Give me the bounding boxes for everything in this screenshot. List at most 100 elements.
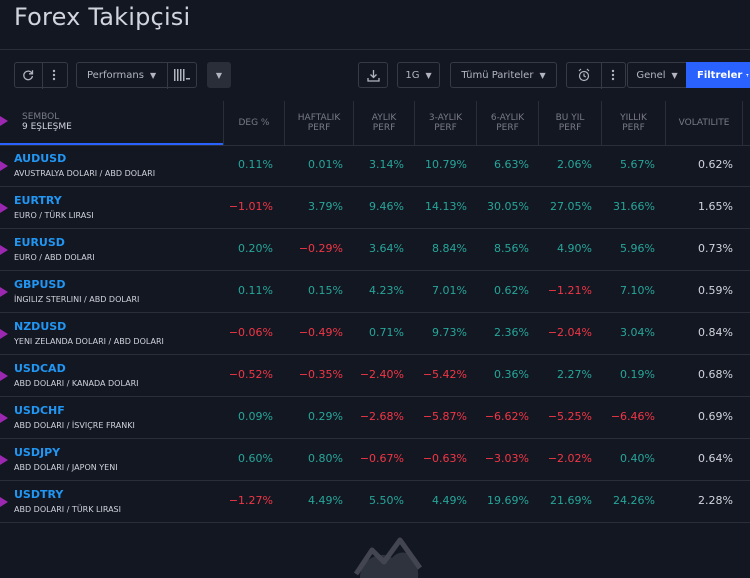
performance-dropdown[interactable]: Performans ▼ [76, 62, 197, 89]
header-line: PERF [307, 123, 331, 133]
symbol-link[interactable]: EURTRY [14, 194, 62, 207]
more-vertical-icon[interactable] [600, 69, 625, 81]
column-header-6m[interactable]: 6-AYLIK PERF [476, 101, 538, 145]
divider [42, 63, 43, 89]
flag-icon[interactable] [0, 329, 8, 339]
volatility-header-label: VOLATILITE [678, 118, 730, 128]
column-header-weekly[interactable]: HAFTALIK PERF [284, 101, 353, 145]
cell-m: 0.71% [369, 326, 404, 339]
flag-icon[interactable] [0, 371, 8, 381]
table-row[interactable]: EURTRY EURO / TÜRK LIRASI −1.01% 3.79% 9.46%… [0, 187, 750, 229]
cell-y: 3.04% [620, 326, 655, 339]
table-row[interactable]: AUDUSD AVUSTRALYA DOLARI / ABD DOLARI 0.11… [0, 145, 750, 187]
symbol-description: ABD DOLARI / JAPON YENI [14, 463, 118, 472]
symbol-description: EURO / ABD DOLARI [14, 253, 95, 262]
column-header-monthly[interactable]: AYLIK PERF [353, 101, 414, 145]
cell-m: −2.68% [359, 410, 404, 423]
interval-dropdown[interactable]: 1G ▼ [397, 62, 440, 88]
column-header-symbol[interactable]: SEMBOL 9 EŞLEŞME [0, 101, 223, 145]
cell-w: 0.15% [308, 284, 343, 297]
table-row[interactable]: GBPUSD İNGILIZ STERLINI / ABD DOLARI 0.11%… [0, 271, 750, 313]
flag-icon[interactable] [0, 455, 8, 465]
cell-chg: 0.60% [238, 452, 273, 465]
cell-chg: −0.52% [228, 368, 273, 381]
cell-y: 7.10% [620, 284, 655, 297]
symbol-link[interactable]: NZDUSD [14, 320, 67, 333]
symbol-description: ABD DOLARI / KANADA DOLARI [14, 379, 139, 388]
refresh-menu-group [14, 62, 68, 89]
symbol-link[interactable]: USDCAD [14, 362, 66, 375]
pairs-filter-dropdown[interactable]: Tümü Pariteler ▼ [450, 62, 557, 88]
cell-ytd: −1.21% [547, 284, 592, 297]
column-header-change[interactable]: DEG % [223, 101, 284, 145]
table-body: AUDUSD AVUSTRALYA DOLARI / ABD DOLARI 0.11… [0, 145, 750, 523]
cell-m: 5.50% [369, 494, 404, 507]
cell-y: 5.96% [620, 242, 655, 255]
cell-ytd: 2.06% [557, 158, 592, 171]
cell-vol: 0.68% [698, 368, 733, 381]
column-header-ytd[interactable]: BU YIL PERF [538, 101, 601, 145]
general-dropdown[interactable]: Genel ▼ [627, 62, 687, 88]
symbol-link[interactable]: EURUSD [14, 236, 65, 249]
table-row[interactable]: USDCHF ABD DOLARI / İSVIÇRE FRANKI 0.09% 0.… [0, 397, 750, 439]
flag-icon[interactable] [0, 413, 8, 423]
header-line: YILLIK [620, 113, 647, 123]
table-row[interactable]: NZDUSD YENI ZELANDA DOLARI / ABD DOLARI −0… [0, 313, 750, 355]
symbol-link[interactable]: USDJPY [14, 446, 61, 459]
cell-chg: −1.27% [228, 494, 273, 507]
flag-icon[interactable] [0, 161, 8, 171]
flag-icon[interactable] [0, 287, 8, 297]
symbol-description: ABD DOLARI / İSVIÇRE FRANKI [14, 421, 135, 430]
column-header-yearly[interactable]: YILLIK PERF [601, 101, 665, 145]
download-icon [366, 69, 380, 82]
cell-h: 19.69% [487, 494, 529, 507]
interval-label: 1G [405, 69, 420, 81]
header-line: PERF [372, 123, 396, 133]
chevron-down-icon: ▼ [539, 70, 546, 80]
more-vertical-icon[interactable] [41, 69, 67, 81]
refresh-icon[interactable] [15, 69, 41, 81]
filters-button[interactable]: Filtreler [686, 62, 750, 88]
cell-vol: 0.59% [698, 284, 733, 297]
flag-icon[interactable] [0, 203, 8, 213]
cell-w: 0.29% [308, 410, 343, 423]
alert-menu-group [566, 62, 626, 89]
cell-vol: 0.62% [698, 158, 733, 171]
match-count: 9 EŞLEŞME [22, 122, 72, 132]
flag-icon[interactable] [0, 497, 8, 507]
export-button[interactable] [358, 62, 388, 88]
cell-vol: 0.69% [698, 410, 733, 423]
cell-vol: 0.84% [698, 326, 733, 339]
alarm-clock-icon[interactable] [567, 68, 600, 82]
cell-q: 9.73% [432, 326, 467, 339]
table-row[interactable]: USDJPY ABD DOLARI / JAPON YENI 0.60% 0.80% −… [0, 439, 750, 481]
filter-icon [746, 73, 749, 77]
cell-vol: 0.73% [698, 242, 733, 255]
symbol-link[interactable]: USDCHF [14, 404, 65, 417]
table-row[interactable]: USDTRY ABD DOLARI / TÜRK LIRASI −1.27% 4.49… [0, 481, 750, 523]
symbol-link[interactable]: GBPUSD [14, 278, 66, 291]
column-header-filler [742, 101, 750, 145]
symbol-link[interactable]: USDTRY [14, 488, 64, 501]
flag-icon[interactable] [0, 245, 8, 255]
symbol-link[interactable]: AUDUSD [14, 152, 67, 165]
cell-ytd: 2.27% [557, 368, 592, 381]
layout-dropdown-button[interactable]: ▼ [207, 62, 231, 88]
cell-vol: 0.64% [698, 452, 733, 465]
cell-m: 3.64% [369, 242, 404, 255]
cell-chg: 0.11% [238, 158, 273, 171]
pairs-label: Tümü Pariteler [461, 69, 534, 81]
column-header-volatility[interactable]: VOLATILITE [665, 101, 742, 145]
symbol-description: İNGILIZ STERLINI / ABD DOLARI [14, 295, 140, 304]
cell-h: 8.56% [494, 242, 529, 255]
table-row[interactable]: EURUSD EURO / ABD DOLARI 0.20% −0.29% 3.64% 8… [0, 229, 750, 271]
table-row[interactable]: USDCAD ABD DOLARI / KANADA DOLARI −0.52% −0… [0, 355, 750, 397]
title-divider [0, 49, 750, 50]
column-settings-icon[interactable] [174, 69, 190, 81]
cell-w: −0.29% [298, 242, 343, 255]
cell-m: 4.23% [369, 284, 404, 297]
cell-y: −6.46% [610, 410, 655, 423]
cell-w: 4.49% [308, 494, 343, 507]
column-header-3m[interactable]: 3-AYLIK PERF [414, 101, 476, 145]
header-line: AYLIK [371, 113, 397, 123]
